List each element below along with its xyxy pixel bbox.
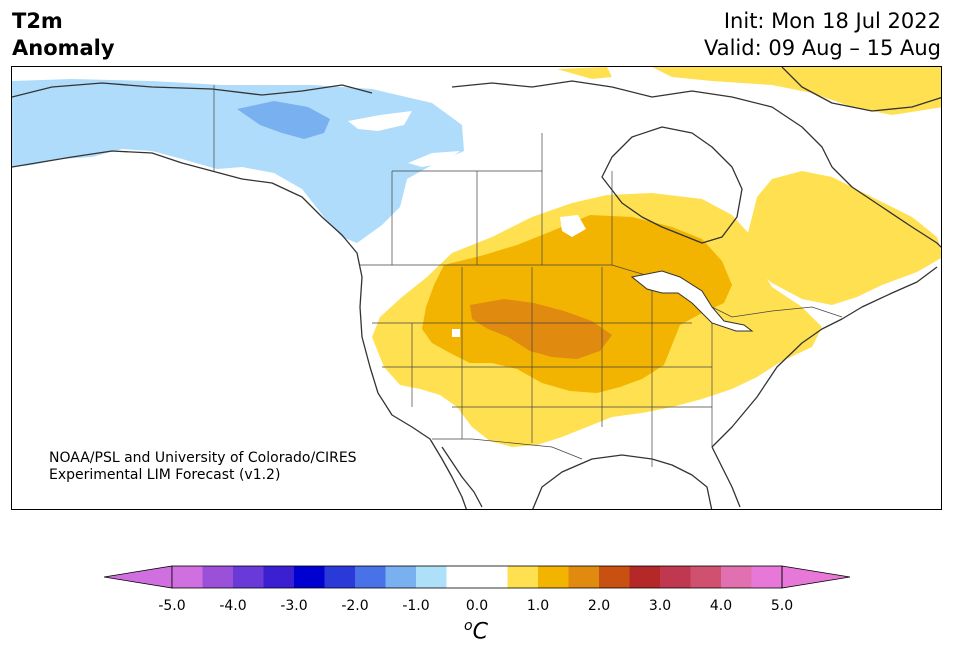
valid-date: Valid: 09 Aug – 15 Aug (703, 36, 941, 60)
colorbar-segment (568, 566, 600, 588)
coastline-gulf (532, 454, 713, 509)
colorbar-tick-label: 0.0 (465, 598, 489, 614)
colorbar-segment (202, 566, 234, 588)
colorbar-segment (355, 566, 386, 588)
forecast-dates: Init: Mon 18 Jul 2022 Valid: 09 Aug – 15… (704, 8, 941, 62)
coastline-arctic-islands (451, 80, 833, 168)
colorbar-segment (629, 566, 661, 588)
coastlines (12, 67, 941, 509)
title-line-2: Anomaly (12, 36, 115, 60)
coastline-atlantic (711, 266, 938, 448)
cold-anomaly-core (237, 101, 330, 139)
colorbar-segment (233, 566, 264, 588)
title-line-1: T2m (12, 9, 63, 33)
warm-anomaly-quebec (747, 171, 941, 305)
credit-line-2: Experimental LIM Forecast (v1.2) (49, 467, 281, 483)
coastline-labrador (831, 166, 941, 248)
colorbar-segment (599, 566, 630, 588)
credit-text: NOAA/PSL and University of Colorado/CIRE… (49, 450, 357, 484)
coastline-baja (441, 446, 483, 508)
border-provinces (391, 133, 613, 265)
colorbar-segment (477, 566, 508, 588)
colorbar-segment (507, 566, 539, 588)
colorbar-unit: oC (464, 618, 488, 644)
colorbar-segment (263, 566, 295, 588)
colorbar-tick-label: 5.0 (770, 598, 794, 614)
warm-anomaly-strong (470, 299, 612, 359)
unit-celsius: C (472, 619, 488, 645)
warm-anomaly-greenland (652, 67, 941, 115)
colorbar-tick-label: 3.0 (648, 598, 672, 614)
warm-anomaly-mid (422, 215, 732, 393)
coastline-alaska-north (12, 82, 373, 98)
colorbar-outline (171, 565, 783, 589)
colorbar-segment (294, 566, 325, 588)
coastline-hudson-bay (601, 126, 743, 244)
colorbar-segment (385, 566, 417, 588)
border-states (372, 267, 713, 467)
coastline-pacific (359, 306, 467, 509)
anomaly-map (12, 67, 941, 509)
coastline-florida (711, 446, 741, 508)
map-panel (11, 66, 942, 510)
unit-degree: o (464, 618, 473, 634)
colorbar-tick-label: -5.0 (158, 598, 186, 614)
warm-anomaly-gap (452, 329, 460, 337)
colorbar-segment (751, 566, 783, 588)
colorbar-segment (660, 566, 691, 588)
cold-anomaly-gap (348, 111, 412, 131)
colorbar-tick-label: 4.0 (709, 598, 733, 614)
colorbar-segment (446, 566, 478, 588)
coastline-greenland (781, 67, 941, 112)
colorbar-segment (324, 566, 356, 588)
great-lakes (630, 270, 754, 332)
colorbar-segment (721, 566, 752, 588)
colorbar-tick-label: 2.0 (587, 598, 611, 614)
credit-line-1: NOAA/PSL and University of Colorado/CIRE… (49, 450, 357, 466)
cold-anomaly-region (12, 79, 464, 243)
border-us-mexico (432, 438, 583, 460)
colorbar-segment (416, 566, 447, 588)
colorbar-tick-label: -2.0 (341, 598, 369, 614)
colorbar-tick-label: 1.0 (526, 598, 550, 614)
colorbar-over-arrow (781, 565, 850, 589)
colorbar-tick-label: -1.0 (402, 598, 430, 614)
colorbar-segment (690, 566, 722, 588)
colorbar-tick-label: -3.0 (280, 598, 308, 614)
init-date: Init: Mon 18 Jul 2022 (723, 9, 941, 33)
colorbar-segment (538, 566, 569, 588)
cold-anomaly-gap (408, 151, 460, 167)
warm-anomaly-gap (560, 215, 586, 237)
colorbar (104, 565, 850, 589)
colorbar-tick-label: -4.0 (219, 598, 247, 614)
colorbar-segment (172, 566, 203, 588)
colorbar-under-arrow (104, 565, 173, 589)
coastline-alaska-south (12, 150, 363, 308)
map-title: T2m Anomaly (12, 8, 115, 62)
warm-anomaly-greenland (557, 67, 612, 79)
